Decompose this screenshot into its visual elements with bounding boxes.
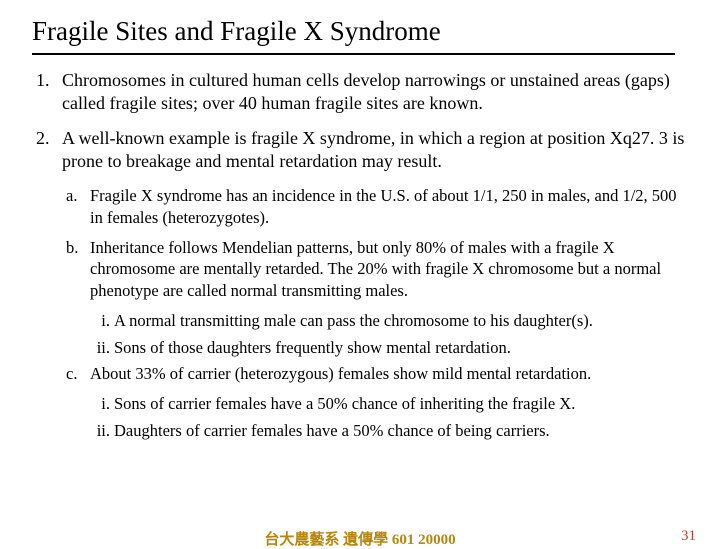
sub-item-number: c. xyxy=(66,363,90,385)
sub-item: b. Inheritance follows Mendelian pattern… xyxy=(66,237,692,302)
slide-title: Fragile Sites and Fragile X Syndrome xyxy=(32,16,692,47)
roman-number: ii. xyxy=(92,420,114,442)
page-number: 31 xyxy=(681,528,696,545)
item-text: A well-known example is fragile X syndro… xyxy=(62,127,692,173)
sub-item-text: Inheritance follows Mendelian patterns, … xyxy=(90,237,692,302)
roman-text: Sons of carrier females have a 50% chanc… xyxy=(114,393,575,415)
footer-center-text: 台大農藝系 遺傳學 601 20000 xyxy=(264,528,455,549)
roman-text: Daughters of carrier females have a 50% … xyxy=(114,420,550,442)
roman-item: ii. Sons of those daughters frequently s… xyxy=(92,337,692,359)
roman-number: i. xyxy=(92,310,114,332)
roman-text: A normal transmitting male can pass the … xyxy=(114,310,593,332)
roman-list: i. A normal transmitting male can pass t… xyxy=(66,310,692,359)
sub-item-number: b. xyxy=(66,237,90,302)
item-number: 1. xyxy=(36,69,62,115)
title-underline xyxy=(32,53,675,55)
sub-item: a. Fragile X syndrome has an incidence i… xyxy=(66,185,692,229)
roman-number: i. xyxy=(92,393,114,415)
item-text: Chromosomes in cultured human cells deve… xyxy=(62,69,692,115)
roman-item: ii. Daughters of carrier females have a … xyxy=(92,420,692,442)
sub-item: c. About 33% of carrier (heterozygous) f… xyxy=(66,363,692,385)
list-item: 1. Chromosomes in cultured human cells d… xyxy=(36,69,692,115)
roman-item: i. A normal transmitting male can pass t… xyxy=(92,310,692,332)
sub-item-number: a. xyxy=(66,185,90,229)
sub-item-text: Fragile X syndrome has an incidence in t… xyxy=(90,185,692,229)
sub-item-text: About 33% of carrier (heterozygous) fema… xyxy=(90,363,591,385)
sub-list: a. Fragile X syndrome has an incidence i… xyxy=(36,185,692,442)
roman-text: Sons of those daughters frequently show … xyxy=(114,337,511,359)
roman-number: ii. xyxy=(92,337,114,359)
item-number: 2. xyxy=(36,127,62,173)
roman-item: i. Sons of carrier females have a 50% ch… xyxy=(92,393,692,415)
roman-list: i. Sons of carrier females have a 50% ch… xyxy=(66,393,692,442)
list-item: 2. A well-known example is fragile X syn… xyxy=(36,127,692,173)
